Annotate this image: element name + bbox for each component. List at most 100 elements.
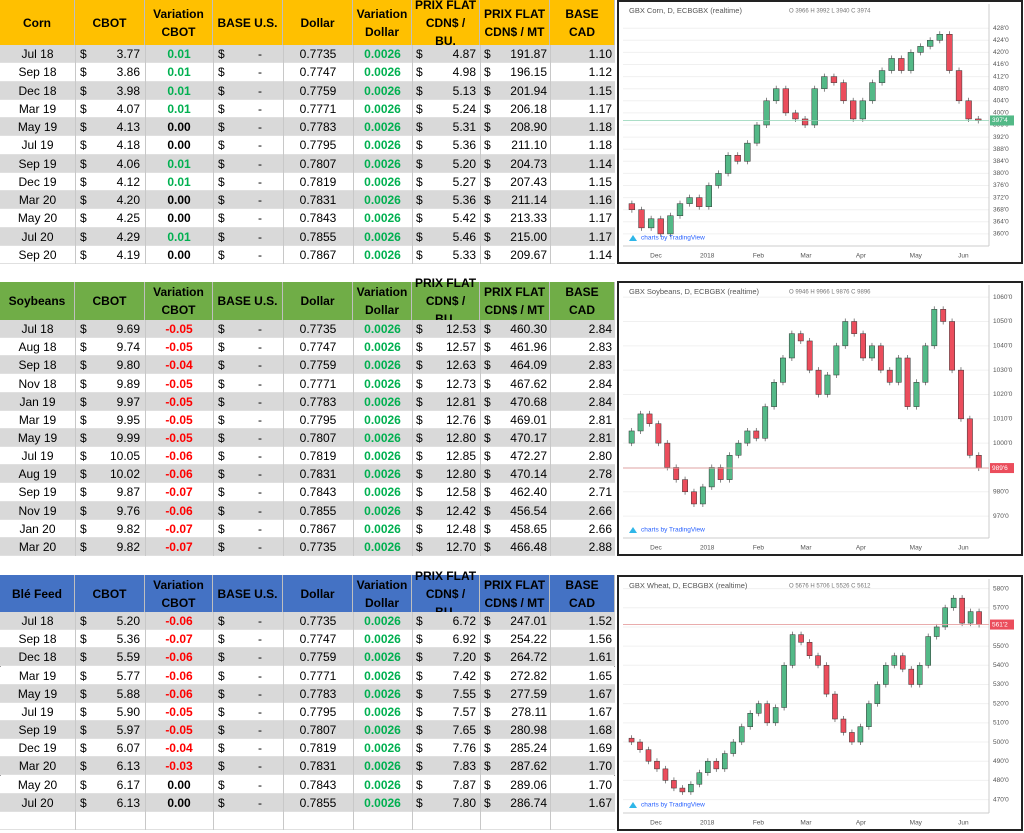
table-row — [0, 519, 615, 538]
table-cell: Mar 19 — [18, 412, 57, 427]
table-row — [0, 63, 615, 82]
table-cell: $ — [484, 193, 491, 208]
table-cell: 12.58 — [445, 485, 476, 500]
column-divider — [550, 612, 551, 830]
column-header: CBOT — [75, 0, 145, 45]
table-cell: $ — [484, 759, 491, 774]
table-cell: $ — [484, 229, 491, 244]
table-cell: $ — [484, 358, 491, 373]
logo-icon — [629, 527, 637, 533]
table-cell: 0.01 — [167, 229, 191, 244]
candle — [851, 321, 858, 334]
candle — [705, 760, 711, 773]
table-cell: May 19 — [17, 430, 58, 445]
table-cell: $ — [484, 340, 491, 355]
table-cell: - — [258, 795, 262, 810]
table-cell: 0.7771 — [299, 101, 337, 116]
table-cell: Aug 19 — [18, 467, 57, 482]
column-divider — [480, 45, 481, 264]
table-cell: $ — [80, 503, 87, 518]
table-cell: 247.01 — [510, 614, 547, 629]
table-cell: 1.67 — [588, 704, 612, 719]
table-cell: 458.65 — [510, 521, 547, 536]
table-cell: $ — [80, 759, 87, 774]
table-cell: 0.0026 — [364, 138, 401, 153]
last-price-label: 989'6 — [992, 465, 1008, 472]
table-cell: 9.80 — [116, 358, 140, 373]
table-cell: 0.7831 — [299, 759, 337, 774]
column-header: Variation CBOT — [145, 0, 213, 45]
table-cell: Dec 18 — [18, 83, 57, 98]
table-cell: $ — [218, 449, 225, 464]
table-cell: -0.07 — [165, 539, 193, 554]
table-cell: 12.85 — [445, 449, 476, 464]
table-cell: 470.68 — [510, 394, 547, 409]
candle — [655, 423, 662, 444]
candle — [734, 155, 741, 162]
table-cell: -0.05 — [165, 412, 193, 427]
x-tick-label: Jun — [958, 253, 969, 260]
table-cell: $ — [484, 467, 491, 482]
table-cell: $ — [484, 101, 491, 116]
table-cell: 9.99 — [116, 430, 140, 445]
table-row — [0, 118, 615, 137]
table-cell: $ — [484, 777, 491, 792]
table-cell: $ — [416, 340, 423, 355]
table-cell: $ — [218, 777, 225, 792]
candle — [753, 430, 760, 439]
candle — [637, 413, 644, 432]
table-cell: - — [258, 120, 262, 135]
table-cell: 0.7783 — [299, 120, 337, 135]
candle — [898, 58, 905, 71]
x-tick-label: Apr — [856, 545, 867, 552]
table-row — [0, 392, 615, 411]
table-cell: 5.36 — [116, 632, 140, 647]
table-cell: 206.18 — [510, 101, 547, 116]
table-cell: $ — [80, 795, 87, 810]
column-divider — [550, 320, 551, 556]
table-row — [0, 136, 615, 155]
table-cell: 0.7735 — [299, 322, 337, 337]
table-cell: 0.0026 — [364, 650, 401, 665]
table-row — [0, 684, 615, 703]
table-cell: $ — [80, 650, 87, 665]
candle — [667, 215, 674, 235]
y-tick-label: 388'0 — [993, 146, 1009, 153]
table-cell: Aug 18 — [18, 340, 57, 355]
table-cell: - — [258, 632, 262, 647]
y-tick-label: 470'0 — [993, 796, 1009, 803]
table-cell: $ — [416, 467, 423, 482]
column-divider — [283, 45, 284, 264]
x-tick-label: May — [910, 820, 923, 827]
table-cell: $ — [484, 449, 491, 464]
table-cell: $ — [416, 65, 423, 80]
column-header: Variation CBOT — [145, 282, 213, 320]
y-tick-label: 1010'0 — [993, 416, 1013, 423]
table-cell: 2.83 — [588, 358, 612, 373]
table-cell: -0.03 — [165, 759, 193, 774]
table-cell: - — [258, 47, 262, 62]
table-row — [0, 45, 615, 64]
table-cell: 0.7759 — [299, 358, 337, 373]
table-cell: Mar 19 — [18, 668, 57, 683]
table-cell: $ — [416, 795, 423, 810]
table-cell: $ — [80, 65, 87, 80]
candle — [801, 118, 809, 126]
table-cell: $ — [218, 358, 225, 373]
table-cell: $ — [218, 521, 225, 536]
table-cell: Dec 19 — [18, 174, 57, 189]
candle — [657, 218, 664, 235]
table-cell: $ — [218, 668, 225, 683]
table-cell: - — [258, 229, 262, 244]
table-cell: 2.84 — [588, 322, 612, 337]
table-cell: 0.0026 — [364, 358, 401, 373]
table-cell: 0.0026 — [364, 741, 401, 756]
table-cell: 462.40 — [510, 485, 547, 500]
y-tick-label: 416'0 — [993, 61, 1009, 68]
candle — [917, 46, 924, 53]
y-tick-label: 400'0 — [993, 110, 1009, 117]
table-cell: - — [258, 650, 262, 665]
y-tick-label: 368'0 — [993, 206, 1009, 213]
table-cell: 472.27 — [510, 449, 547, 464]
table-row — [0, 320, 615, 339]
